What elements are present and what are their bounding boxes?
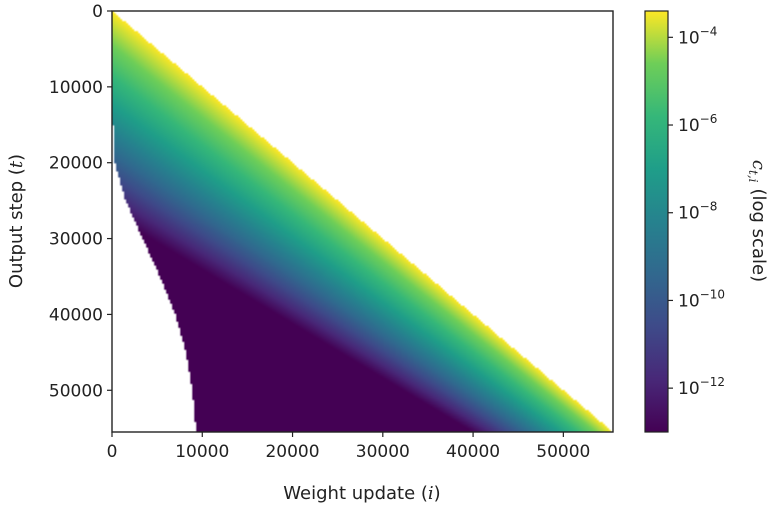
- colorbar-ticks: 10−4 10−6 10−8 10−10 10−12: [668, 24, 725, 399]
- colorbar: [644, 10, 669, 433]
- y-axis-label-var: t: [6, 160, 27, 168]
- x-axis-label-text: Weight update (: [283, 483, 428, 504]
- colorbar-tick-label: 10−6: [678, 112, 717, 136]
- x-tick-label: 0: [107, 442, 118, 462]
- colorbar-label-sub: t,i: [746, 170, 760, 183]
- y-tick-label: 0: [92, 2, 103, 22]
- x-tick-label: 40000: [446, 442, 500, 462]
- colorbar-tick-label: 10−12: [678, 375, 725, 399]
- y-tick-label: 40000: [49, 305, 103, 325]
- x-tick-label: 30000: [356, 442, 410, 462]
- x-axis-ticks: 0 10000 20000 30000 40000 50000: [107, 432, 590, 462]
- x-axis-label-close: ): [434, 483, 441, 504]
- x-axis-label-var: i: [428, 483, 434, 504]
- x-tick-label: 50000: [536, 442, 590, 462]
- colorbar-label-var: c: [748, 160, 769, 170]
- y-tick-label: 50000: [49, 381, 103, 401]
- x-axis-label: Weight update (i): [283, 483, 440, 504]
- y-tick-label: 30000: [49, 230, 103, 250]
- y-axis-ticks: 0 10000 20000 30000 40000 50000: [49, 2, 112, 401]
- y-tick-label: 20000: [49, 154, 103, 174]
- colorbar-tick-label: 10−8: [678, 200, 717, 224]
- colorbar-tick-label: 10−4: [678, 24, 717, 48]
- colorbar-tick-label: 10−10: [678, 287, 725, 311]
- x-tick-label: 10000: [175, 442, 229, 462]
- colorbar-label-text: (log scale): [748, 188, 769, 282]
- y-axis-label-text: Output step (: [6, 168, 27, 288]
- heatmap-image: [112, 11, 613, 432]
- y-axis-label: Output step (t): [6, 154, 27, 288]
- y-axis-label-close: ): [6, 154, 27, 161]
- y-tick-label: 10000: [49, 78, 103, 98]
- colorbar-label: ct,i (log scale): [746, 160, 769, 282]
- plot-frame: [111, 10, 614, 433]
- x-tick-label: 20000: [265, 442, 319, 462]
